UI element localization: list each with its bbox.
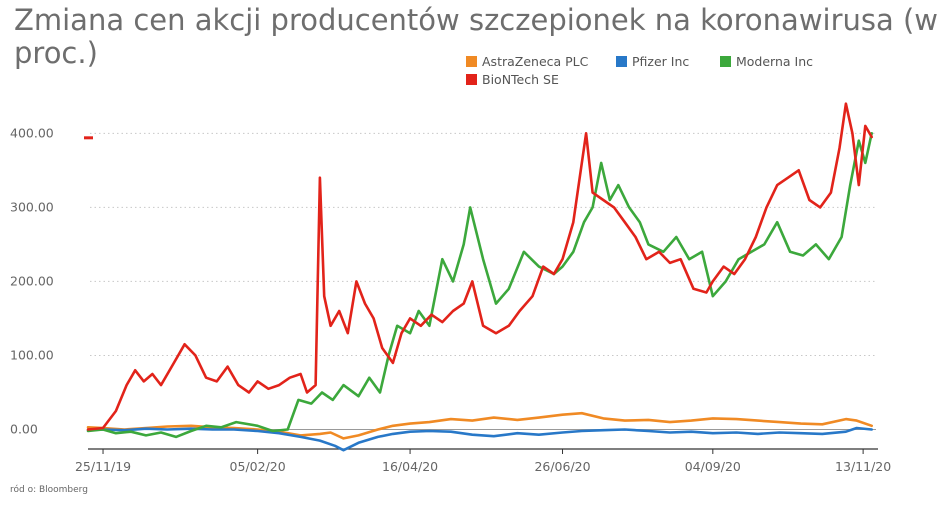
- legend-swatch: [466, 74, 477, 85]
- x-tick-label: 25/11/19: [75, 459, 131, 474]
- y-tick-label: 400.00: [10, 125, 54, 140]
- x-tick-label: 05/02/20: [230, 459, 286, 474]
- y-tick-label: 100.00: [10, 347, 54, 362]
- y-tick-label: 0.00: [10, 421, 38, 436]
- legend-label: Moderna Inc: [736, 54, 814, 69]
- legend-item: AstraZeneca PLC: [466, 54, 588, 69]
- chart-title: Zmiana cen akcji producentów szczepionek…: [14, 3, 939, 70]
- legend-item: BioNTech SE: [466, 72, 559, 87]
- x-tick-label: 26/06/20: [534, 459, 590, 474]
- x-tick-label: 16/04/20: [382, 459, 438, 474]
- legend-swatch: [466, 56, 477, 67]
- legend-swatch: [720, 56, 731, 67]
- series-line-pfizer-inc: [86, 426, 873, 452]
- y-tick-label: 300.00: [10, 199, 54, 214]
- y-tick-label: 200.00: [10, 273, 54, 288]
- legend-label: AstraZeneca PLC: [482, 54, 589, 69]
- series-line-biontech-se: [86, 102, 873, 431]
- legend-swatch: [616, 56, 627, 67]
- x-tick-label: 13/11/20: [835, 459, 891, 474]
- bio-marker: [84, 136, 93, 140]
- x-tick-label: 04/09/20: [685, 459, 741, 474]
- source-note: ród o: Bloomberg: [10, 485, 88, 495]
- legend-item: Pfizer Inc: [616, 54, 689, 69]
- legend-item: Moderna Inc: [720, 54, 813, 69]
- legend-label: Pfizer Inc: [632, 54, 690, 69]
- series-line-moderna-inc: [86, 132, 873, 439]
- legend-label: BioNTech SE: [482, 72, 559, 87]
